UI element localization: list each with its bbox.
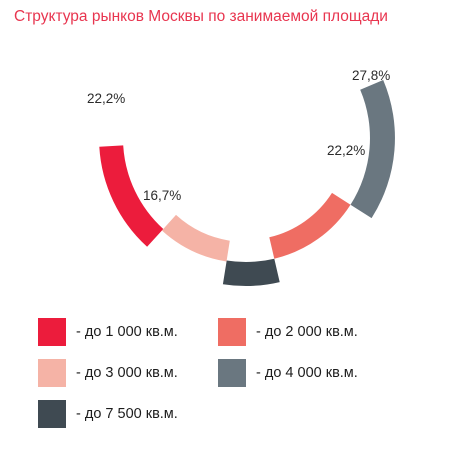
legend-item-2000: - до 2 000 кв.м. [218, 318, 358, 346]
legend-swatch-1000 [38, 318, 66, 346]
ring-segment-1000 [99, 145, 164, 247]
data-label-2000: 22,2% [327, 143, 365, 158]
ring-segment-7500 [222, 258, 280, 287]
ring-segment-3000 [161, 214, 230, 262]
data-label-1000: 22,2% [87, 91, 125, 106]
data-label-4000: 27,8% [352, 68, 390, 83]
legend-label-7500: - до 7 500 кв.м. [76, 406, 178, 422]
legend-swatch-7500 [38, 400, 66, 428]
legend-swatch-3000 [38, 359, 66, 387]
legend-swatch-2000 [218, 318, 246, 346]
legend-label-2000: - до 2 000 кв.м. [256, 324, 358, 340]
legend: - до 1 000 кв.м. - до 2 000 кв.м. - до 3… [38, 318, 438, 428]
legend-label-4000: - до 4 000 кв.м. [256, 365, 358, 381]
ring-chart: 22,2% 16,7% 11,1% 22,2% 27,8% [87, 68, 395, 305]
data-label-3000: 16,7% [143, 188, 181, 203]
legend-item-1000: - до 1 000 кв.м. [38, 318, 178, 346]
legend-swatch-4000 [218, 359, 246, 387]
legend-label-1000: - до 1 000 кв.м. [76, 324, 178, 340]
legend-item-7500: - до 7 500 кв.м. [38, 400, 178, 428]
legend-label-3000: - до 3 000 кв.м. [76, 365, 178, 381]
ring-segment-4000 [350, 80, 395, 219]
legend-item-3000: - до 3 000 кв.м. [38, 359, 178, 387]
chart-title: Структура рынков Москвы по занимаемой пл… [14, 8, 388, 25]
legend-item-4000: - до 4 000 кв.м. [218, 359, 358, 387]
data-label-7500: 11,1% [226, 290, 262, 305]
ring-segment-2000 [269, 192, 351, 259]
